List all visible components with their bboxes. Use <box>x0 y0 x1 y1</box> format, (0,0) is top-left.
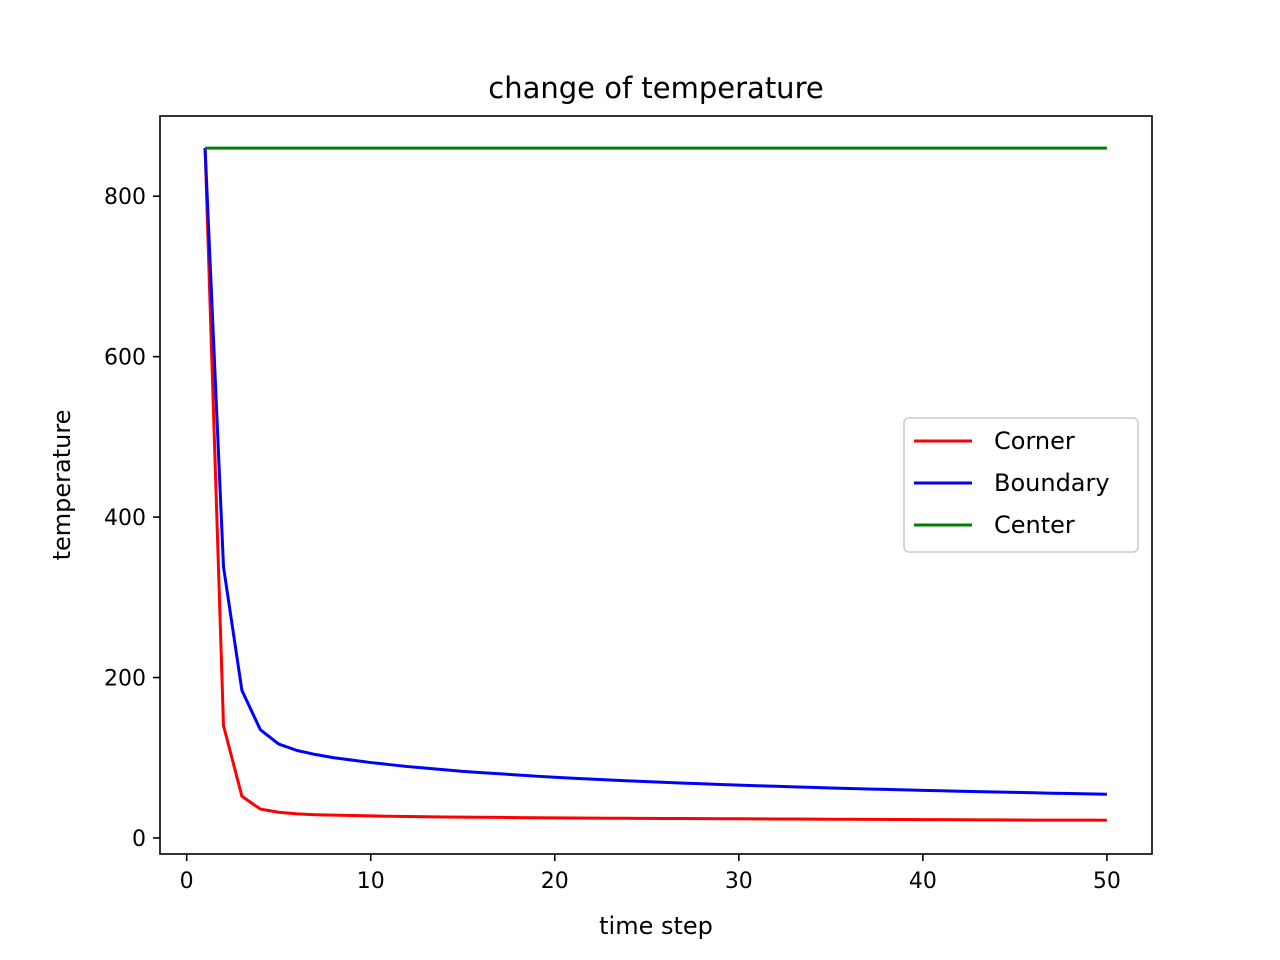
legend-label-center: Center <box>994 511 1075 539</box>
y-axis: 0 200 400 600 800 <box>104 185 160 852</box>
x-tick-label: 10 <box>357 869 385 894</box>
y-tick-label: 200 <box>104 667 146 692</box>
legend-label-boundary: Boundary <box>994 469 1110 497</box>
plot-frame <box>159 115 1153 855</box>
series-line-boundary <box>203 148 1107 796</box>
series-layer <box>203 146 1107 822</box>
series-line-corner <box>203 148 1107 822</box>
x-tick-label: 20 <box>541 869 569 894</box>
legend-label-corner: Corner <box>994 427 1075 455</box>
y-axis-label: temperature <box>48 410 76 561</box>
y-tick-label: 0 <box>132 827 146 852</box>
x-axis-label: time step <box>599 912 713 940</box>
y-tick-label: 600 <box>104 346 146 371</box>
legend-box <box>903 417 1139 553</box>
x-tick-label: 30 <box>725 869 753 894</box>
x-tick-label: 40 <box>909 869 937 894</box>
x-tick-label: 50 <box>1093 869 1121 894</box>
y-tick-label: 800 <box>104 185 146 210</box>
y-tick-label: 400 <box>104 506 146 531</box>
chart-title: change of temperature <box>488 71 823 105</box>
x-axis: 0 10 20 30 40 50 <box>180 854 1121 894</box>
legend: Corner Boundary Center <box>903 417 1139 553</box>
x-tick-label: 0 <box>180 869 194 894</box>
